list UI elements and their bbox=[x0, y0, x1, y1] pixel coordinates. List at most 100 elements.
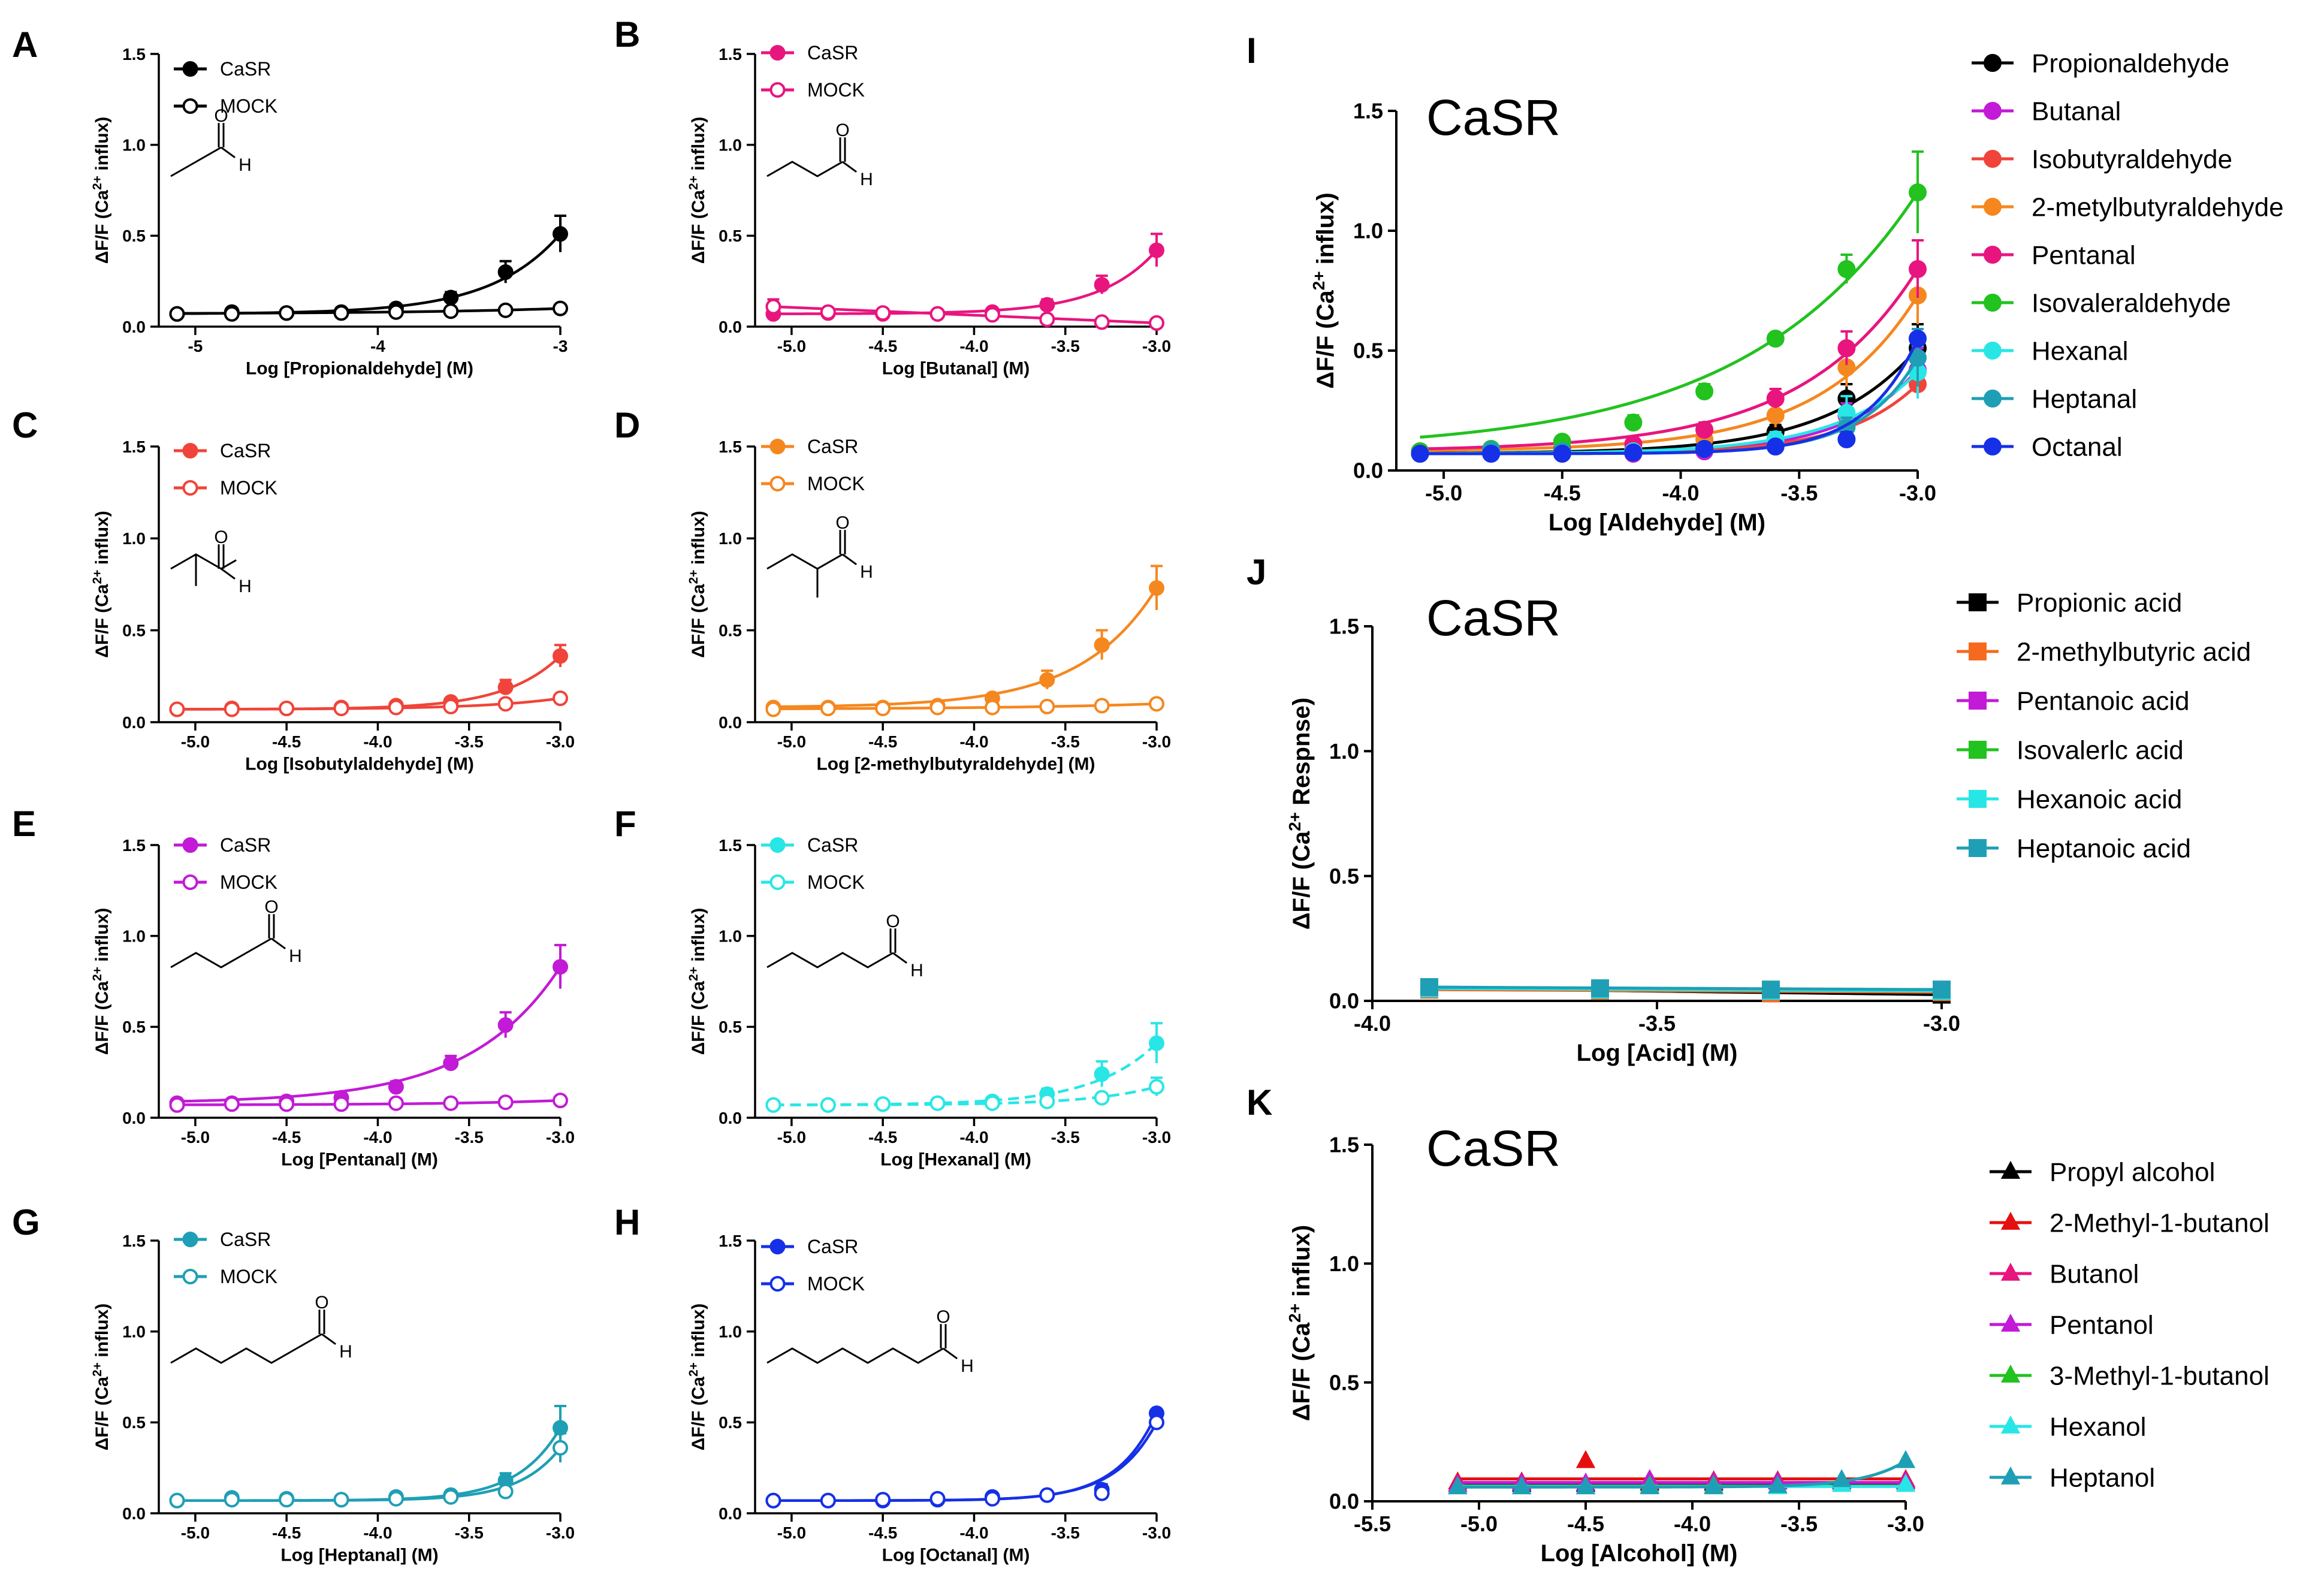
data-point bbox=[1766, 390, 1785, 408]
y-axis-label: ΔF/F (Ca2+ Respnse) bbox=[1285, 698, 1315, 930]
legend: Propionaldehyde Butanal Isobutyraldehyde 2-… bbox=[1972, 49, 2284, 461]
x-axis-label: Log [Heptanal] (M) bbox=[280, 1546, 438, 1565]
data-point bbox=[1695, 421, 1714, 439]
fit-line bbox=[773, 1085, 1157, 1106]
x-tick-label: -3.5 bbox=[1051, 1523, 1080, 1542]
legend-label: MOCK bbox=[807, 79, 865, 101]
molecule-hydrogen: H bbox=[961, 1356, 974, 1376]
y-tick-label: 1.5 bbox=[1329, 1133, 1359, 1157]
molecule-hydrogen: H bbox=[239, 577, 252, 596]
data-point bbox=[875, 701, 891, 716]
legend-label: Pentanol bbox=[2050, 1310, 2154, 1339]
series-mock bbox=[169, 1432, 568, 1508]
y-tick-label: 0.0 bbox=[122, 713, 146, 732]
series-casr bbox=[169, 943, 568, 1111]
data-point bbox=[497, 679, 514, 695]
legend: CaSR MOCK bbox=[174, 58, 277, 117]
data-point bbox=[1149, 1079, 1164, 1095]
data-point bbox=[1695, 382, 1714, 400]
y-axis-label: ΔF/F (Ca2+ influx) bbox=[687, 117, 709, 264]
legend-label: CaSR bbox=[807, 42, 858, 64]
x-tick-label: -5.0 bbox=[777, 1128, 806, 1147]
molecule-hydrogen: H bbox=[289, 946, 302, 966]
data-point bbox=[875, 305, 891, 321]
data-point bbox=[1149, 580, 1164, 596]
legend-label: CaSR bbox=[807, 834, 858, 856]
y-tick-label: 0.0 bbox=[122, 318, 146, 336]
data-point bbox=[443, 289, 459, 306]
legend-label: Octanal bbox=[2032, 432, 2123, 461]
y-tick-label: 1.0 bbox=[122, 135, 146, 154]
series-heptanoic-acid bbox=[1420, 978, 1951, 999]
legend-marker bbox=[182, 61, 198, 77]
data-point bbox=[169, 1492, 185, 1508]
panel-c: C 0.0 0.5 1.0 1.5 -5.0 -4.5 -4.0 -3.5 -3.0 Log [Is… bbox=[12, 405, 575, 774]
x-tick-label: -3.5 bbox=[1780, 1511, 1818, 1536]
y-tick-label: 0.0 bbox=[719, 1109, 742, 1127]
data-point bbox=[333, 701, 349, 716]
y-tick-label: 0.0 bbox=[719, 713, 742, 732]
y-tick-label: 1.0 bbox=[122, 1322, 146, 1341]
fit-line bbox=[773, 249, 1158, 315]
data-point bbox=[333, 1096, 349, 1112]
legend-label: Butanol bbox=[2050, 1259, 2139, 1289]
data-point bbox=[497, 264, 514, 280]
molecule-oxygen: O bbox=[835, 120, 849, 140]
y-tick-label: 0.0 bbox=[719, 318, 742, 336]
legend-label: CaSR bbox=[220, 440, 271, 461]
x-tick-label: -4.5 bbox=[272, 1128, 301, 1147]
y-tick-label: 0.0 bbox=[1329, 989, 1359, 1013]
data-point bbox=[1411, 445, 1429, 463]
legend-label: Heptanol bbox=[2050, 1463, 2155, 1492]
data-point bbox=[1895, 1474, 1916, 1492]
data-point bbox=[1149, 315, 1164, 331]
fit-line bbox=[1420, 294, 1919, 452]
legend-label: CaSR bbox=[807, 436, 858, 457]
panel-b: B 0.0 0.5 1.0 1.5 -5.0 -4.5 -4.0 -3.5 -3.0 Log [Bu… bbox=[614, 14, 1171, 379]
x-tick-label: -4.5 bbox=[1567, 1511, 1604, 1536]
molecule-oxygen: O bbox=[264, 897, 278, 917]
y-tick-label: 1.5 bbox=[719, 836, 742, 855]
data-point bbox=[984, 699, 1000, 716]
data-point bbox=[1640, 1476, 1659, 1495]
x-axis-label: Log [Alcohol] (M) bbox=[1541, 1540, 1738, 1567]
data-point bbox=[279, 1096, 295, 1112]
data-point bbox=[333, 305, 349, 321]
legend-label: Heptanal bbox=[2032, 384, 2137, 414]
x-tick-label: -4.5 bbox=[272, 1523, 301, 1542]
fit-line bbox=[1420, 337, 1919, 455]
data-point bbox=[1039, 672, 1055, 688]
data-point bbox=[553, 959, 568, 975]
molecule-structure: OH bbox=[766, 513, 873, 598]
data-point bbox=[1094, 637, 1110, 653]
y-tick-label: 1.0 bbox=[122, 927, 146, 945]
panel-i: I 0.0 0.5 1.0 1.5 -5.0 -4.5 -4.0 -3.5 -3.0 Log [Al… bbox=[1246, 31, 2284, 536]
data-point bbox=[224, 306, 240, 322]
x-tick-label: -4.0 bbox=[1674, 1511, 1711, 1536]
legend-label: Hexanal bbox=[2032, 336, 2128, 366]
fit-line bbox=[1457, 1459, 1907, 1489]
x-axis-label: Log [Hexanal] (M) bbox=[880, 1150, 1031, 1170]
data-point bbox=[388, 1491, 404, 1507]
molecule-structure: OH bbox=[170, 106, 252, 177]
molecule-hydrogen: H bbox=[910, 961, 923, 980]
x-tick-label: -4.5 bbox=[868, 732, 897, 751]
data-point bbox=[497, 302, 514, 318]
fit-line bbox=[773, 1042, 1158, 1106]
data-point bbox=[875, 1492, 891, 1508]
x-axis-label: Log [Isobutylaldehyde] (M) bbox=[245, 755, 474, 774]
y-tick-label: 1.5 bbox=[719, 438, 742, 456]
molecule-bond bbox=[943, 1347, 958, 1360]
legend-marker bbox=[1984, 102, 2002, 120]
data-point bbox=[929, 306, 946, 322]
molecule-oxygen: O bbox=[936, 1307, 950, 1327]
panel-letter: I bbox=[1246, 31, 1257, 71]
legend-marker bbox=[2000, 1160, 2021, 1179]
data-point bbox=[388, 1095, 404, 1111]
data-point bbox=[875, 1096, 891, 1112]
legend-marker bbox=[769, 837, 786, 853]
series-mock bbox=[765, 696, 1164, 717]
fit-line bbox=[1420, 268, 1919, 451]
legend-marker bbox=[2000, 1313, 2021, 1332]
x-tick-label: -3.0 bbox=[1142, 337, 1171, 355]
